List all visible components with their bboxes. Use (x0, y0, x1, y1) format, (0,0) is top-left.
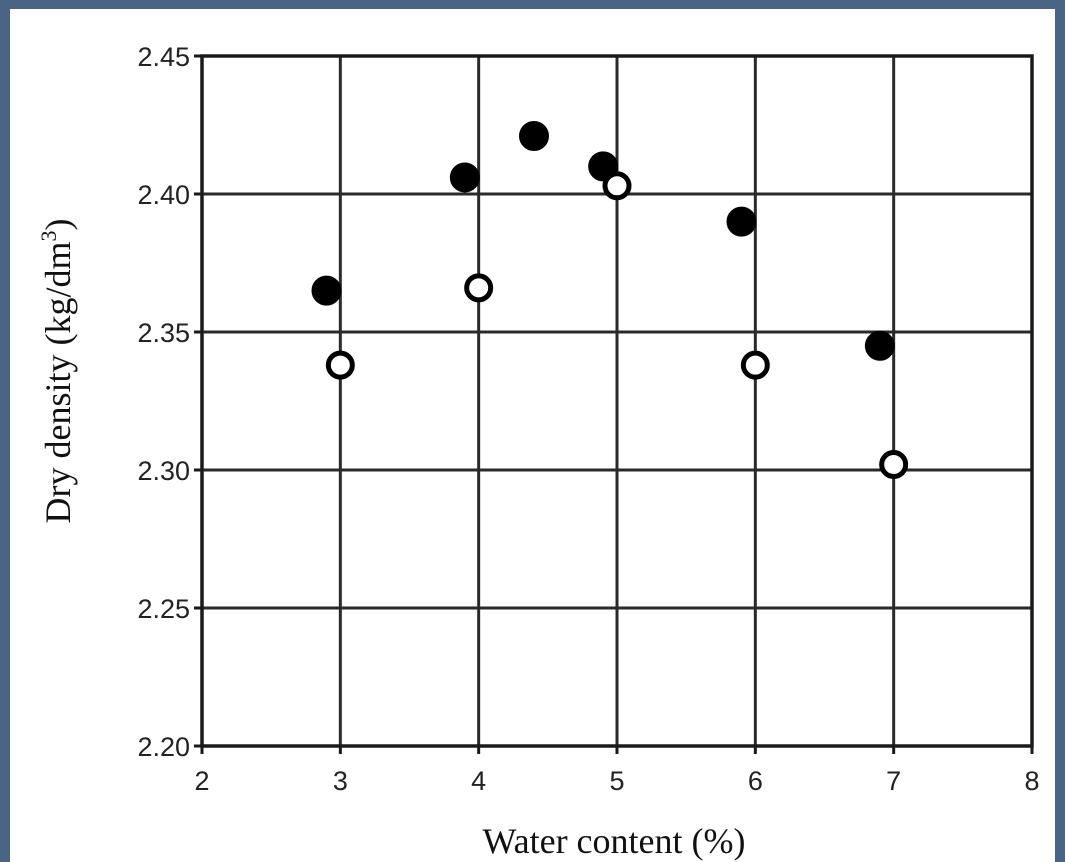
open-circle-point (325, 350, 355, 380)
x-tick-label: 3 (333, 766, 348, 796)
y-axis-title-close: ) (38, 219, 78, 231)
chart-frame: 2 3 4 5 6 7 8 2.20 2.25 2.30 2.35 2.40 2.45 Water co… (10, 9, 1055, 862)
x-axis-title: Water content (%) (483, 821, 746, 861)
open-circle-point (879, 449, 909, 479)
open-circle-point (602, 171, 632, 201)
filled-circle-point (449, 162, 480, 193)
x-tick-label: 5 (609, 766, 624, 796)
x-tick-label: 7 (886, 766, 901, 796)
filled-circle-point (311, 275, 342, 306)
filled-circle-point (864, 330, 895, 361)
tick-labels: 2 3 4 5 6 7 8 2.20 2.25 2.30 2.35 2.40 2.45 (137, 42, 1039, 796)
scatter-chart: 2 3 4 5 6 7 8 2.20 2.25 2.30 2.35 2.40 2.45 Water co… (36, 42, 1040, 861)
open-circle-point (464, 273, 494, 303)
filled-circle-point (519, 121, 549, 152)
y-tick-label: 2.30 (137, 456, 190, 486)
y-tick-label: 2.45 (137, 42, 190, 72)
y-axis-title-main: Dry density (kg/dm (38, 242, 78, 524)
axes (194, 54, 1034, 754)
y-tick-label: 2.40 (137, 180, 190, 210)
grid (200, 54, 1034, 748)
x-tick-label: 8 (1024, 766, 1039, 796)
y-tick-label: 2.20 (137, 732, 190, 762)
x-tick-label: 4 (471, 766, 486, 796)
open-circle-point (740, 350, 770, 380)
y-axis-title: Dry density (kg/dm3) (36, 219, 78, 524)
x-tick-label: 2 (194, 766, 209, 796)
data-points (311, 121, 909, 479)
filled-circle-point (726, 206, 757, 237)
y-tick-label: 2.35 (137, 318, 190, 348)
y-tick-label: 2.25 (137, 594, 190, 624)
y-axis-title-superscript: 3 (36, 231, 61, 242)
x-tick-label: 6 (748, 766, 763, 796)
